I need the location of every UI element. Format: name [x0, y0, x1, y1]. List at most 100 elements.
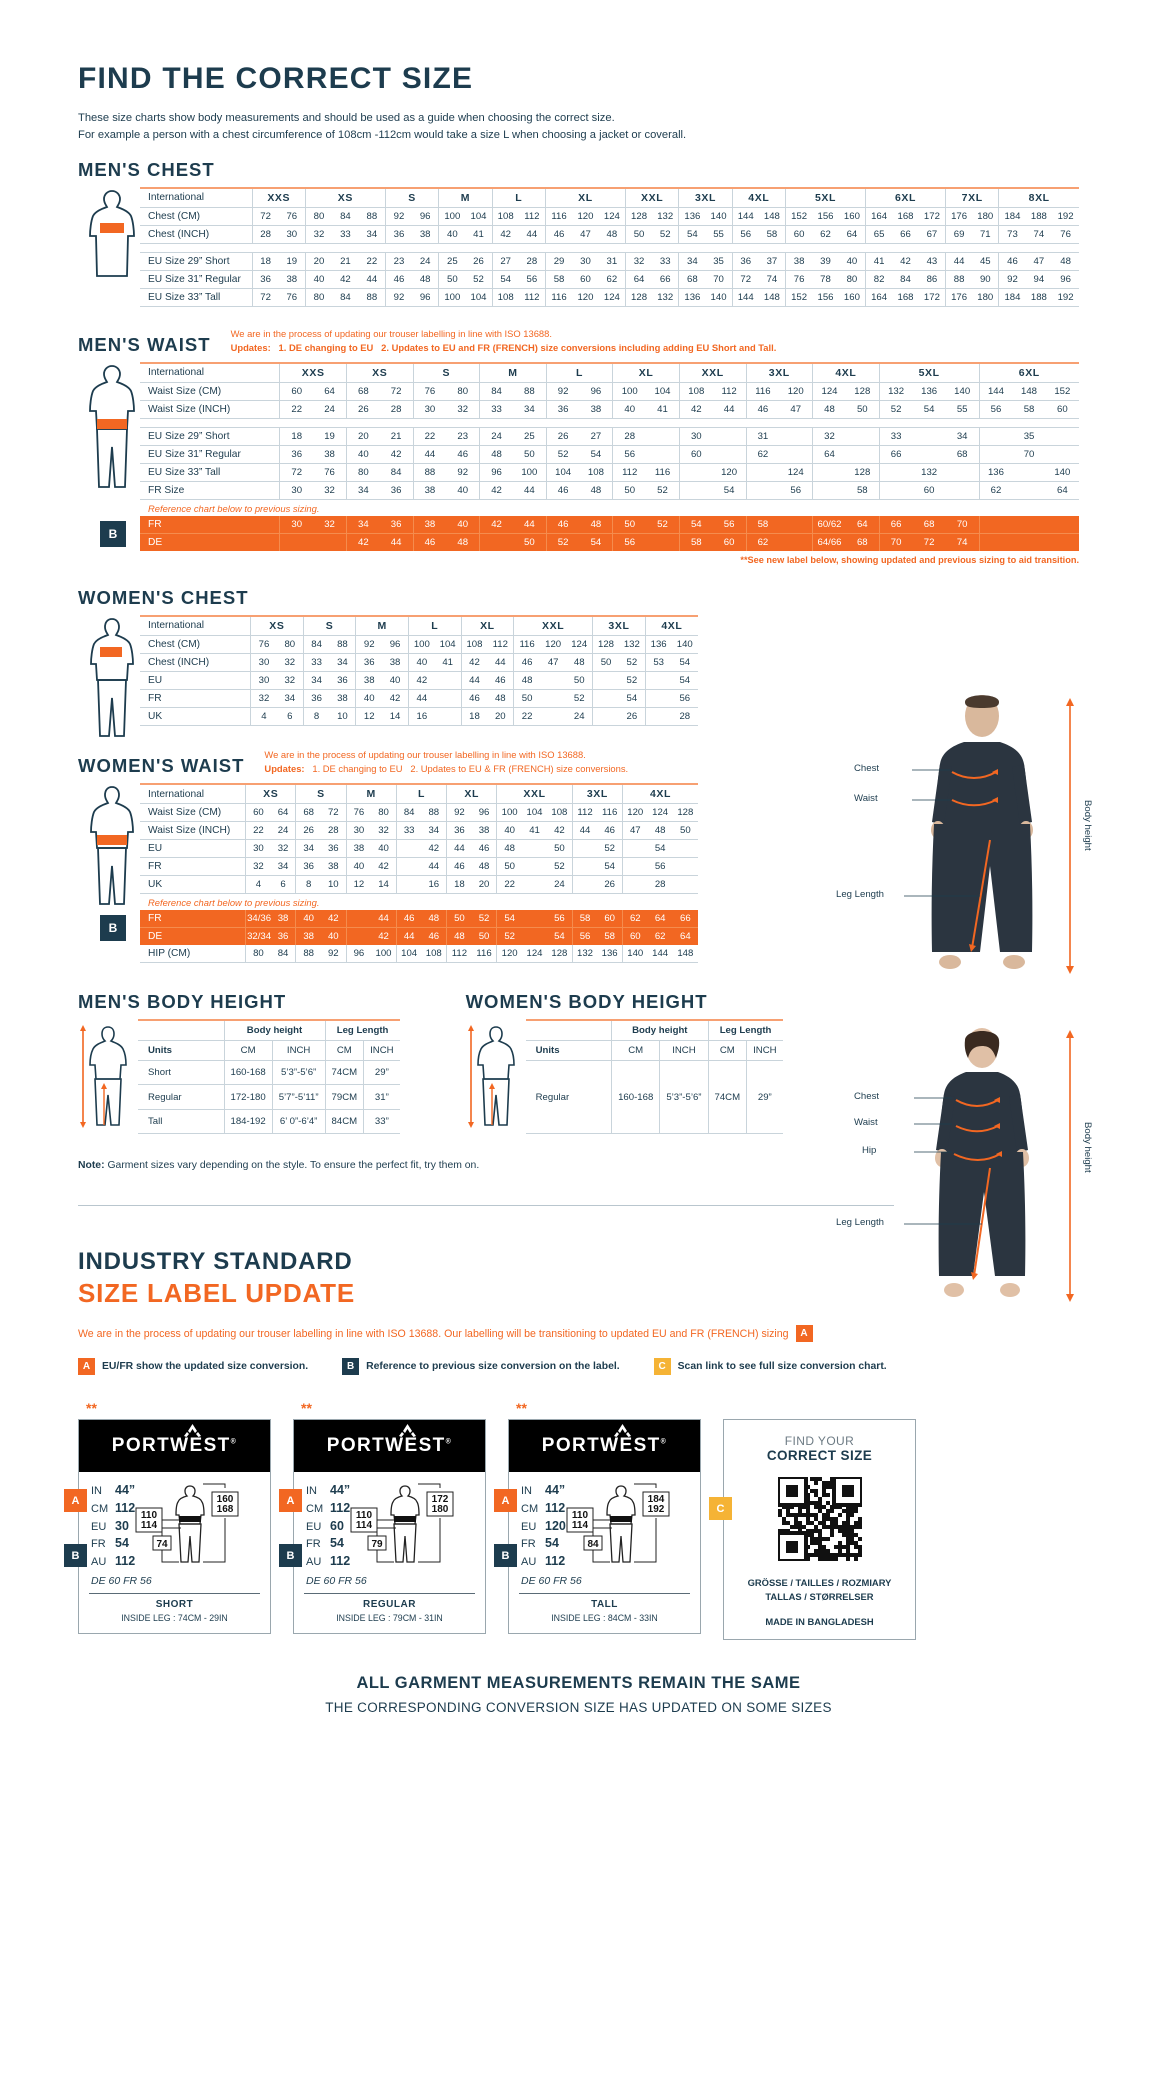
card-tag-b-icon: B [494, 1544, 517, 1568]
cell: 92 [355, 635, 383, 654]
spec-value: 54 [330, 1536, 344, 1551]
cell: 60 [784, 225, 813, 244]
cell: 5’3”-5’6” [659, 1060, 709, 1135]
cell: 80 [245, 945, 271, 964]
cell: 50 [496, 857, 522, 877]
cell: 34 [512, 400, 547, 419]
bh-unit: INCH [746, 1040, 783, 1062]
ref-cell: 56 [612, 533, 647, 551]
ref-cell: 56 [712, 515, 746, 534]
cell: 66 [892, 225, 919, 244]
cell [395, 839, 422, 859]
cell: 120 [779, 382, 813, 401]
ref-cell: 40 [295, 910, 321, 929]
cell: 48 [513, 671, 540, 690]
label-inside-leg: INSIDE LEG : 84CM - 33IN [551, 1613, 658, 1624]
cell: 100 [512, 463, 547, 482]
cell: 38 [320, 857, 347, 877]
cell: 68 [678, 270, 706, 289]
size-guide-page: FIND THE CORRECT SIZE These size charts … [0, 62, 1157, 1761]
cell: 48 [566, 653, 593, 672]
cell: 100 [438, 288, 466, 307]
mens-waist-updates: We are in the process of updating our tr… [231, 327, 777, 356]
cell: 38 [382, 653, 409, 672]
cell: 128 [672, 803, 698, 823]
ref-cell: 58 [597, 927, 623, 946]
bh-unit: CM [223, 1040, 273, 1062]
ref-cell: 30 [279, 515, 314, 534]
spec-row: EU 60 [306, 1518, 350, 1536]
ref-cell: 42 [345, 533, 380, 551]
row-label: UK [140, 875, 246, 895]
cell: 44 [487, 653, 514, 672]
ref-cell: 60/62 [812, 515, 846, 534]
ref-row-label: DE [140, 927, 246, 946]
table-row: Chest (CM) 76 80 84 88 92 96 100 104 108 112 116 120… [140, 635, 698, 654]
cell: 25 [512, 427, 547, 446]
industry-standard-section: INDUSTRY STANDARD SIZE LABEL UPDATE We a… [78, 1248, 1079, 1376]
cell: 31 [598, 252, 626, 271]
cell: 56 [978, 400, 1013, 419]
cell: 52 [652, 225, 679, 244]
ref-cell: 62 [647, 927, 673, 946]
cell: 84 [332, 207, 359, 226]
industry-intro-line: We are in the process of updating our tr… [78, 1325, 1079, 1343]
ref-cell: 44 [371, 910, 397, 929]
table-row: EU Size 33” Tall 72 76 80 84 88 92 96 100 104 108 1… [140, 463, 1079, 482]
svg-text:79: 79 [372, 1539, 384, 1550]
size-header: XS [250, 615, 304, 636]
ref-cell: 62 [621, 910, 648, 929]
cell: 62 [745, 445, 780, 464]
cell: 10 [329, 707, 356, 726]
table-row: Short 160-168 5’3”-5’6” 74CM 29” [138, 1060, 400, 1086]
cell: 33 [332, 225, 359, 244]
cell [1012, 463, 1046, 482]
garment-note-text: Garment sizes vary depending on the styl… [107, 1160, 480, 1172]
cell: 38 [329, 689, 356, 708]
cell: 28 [379, 400, 414, 419]
cell: 96 [579, 382, 613, 401]
svg-text:114: 114 [572, 1520, 589, 1531]
qr-sizes-line-2: TALLAS / STØRRELSER [765, 1591, 874, 1603]
size-header: 6XL [864, 187, 946, 208]
cell: 80 [304, 207, 333, 226]
cell: 32 [270, 839, 296, 859]
cell: 172 [918, 288, 946, 307]
cell: 128 [845, 463, 880, 482]
cell: 140 [671, 635, 698, 654]
cell: 36 [329, 671, 356, 690]
cell: 136 [912, 382, 946, 401]
label-figure: 110 114 160 168 74 [135, 1482, 260, 1571]
ref-cell: 52 [545, 533, 580, 551]
cell: 96 [479, 463, 513, 482]
ref-cell: 74 [945, 533, 980, 551]
cell: 84 [395, 803, 422, 823]
cell: 55 [945, 400, 980, 419]
cell: 38 [345, 839, 372, 859]
cell [678, 463, 713, 482]
table-row: Regular 172-180 5’7”-5’11” 79CM 31” [138, 1084, 400, 1110]
spec-list: IN 44” CM 112 EU 120 FR 54 AU 112 [521, 1482, 566, 1571]
cell: 54 [671, 671, 698, 690]
cell: 38 [784, 252, 813, 271]
cell: 96 [345, 945, 372, 964]
closing-block: ALL GARMENT MEASUREMENTS REMAIN THE SAME… [78, 1674, 1079, 1761]
label-fit-name: SHORT [155, 1599, 194, 1611]
cell [646, 445, 680, 464]
cell: 28 [671, 707, 698, 726]
table-row: Waist Size (INCH) 22 24 26 28 30 32 33 34 36 38 40 4… [140, 400, 1079, 419]
spec-value: 44” [330, 1483, 351, 1498]
cell: 28 [518, 252, 546, 271]
mens-waist-table: International XXS XS S M L XL XXL 3XL 4XL 5XL 6XL Wa… [140, 362, 1079, 500]
ref-cell: 42 [320, 910, 347, 929]
ref-cell: 46 [412, 533, 447, 551]
cell: 30 [572, 252, 599, 271]
cell: 30 [250, 671, 277, 690]
male-leg-length-label: Leg Length [836, 889, 885, 900]
mens-chest-figure [78, 187, 140, 307]
womens-waist-table: International XS S M L XL XXL 3XL 4XL Waist Size … [140, 783, 698, 895]
ref-cell: 48 [579, 515, 613, 534]
ref-cell: 50 [612, 515, 647, 534]
cell: 22 [496, 875, 522, 895]
